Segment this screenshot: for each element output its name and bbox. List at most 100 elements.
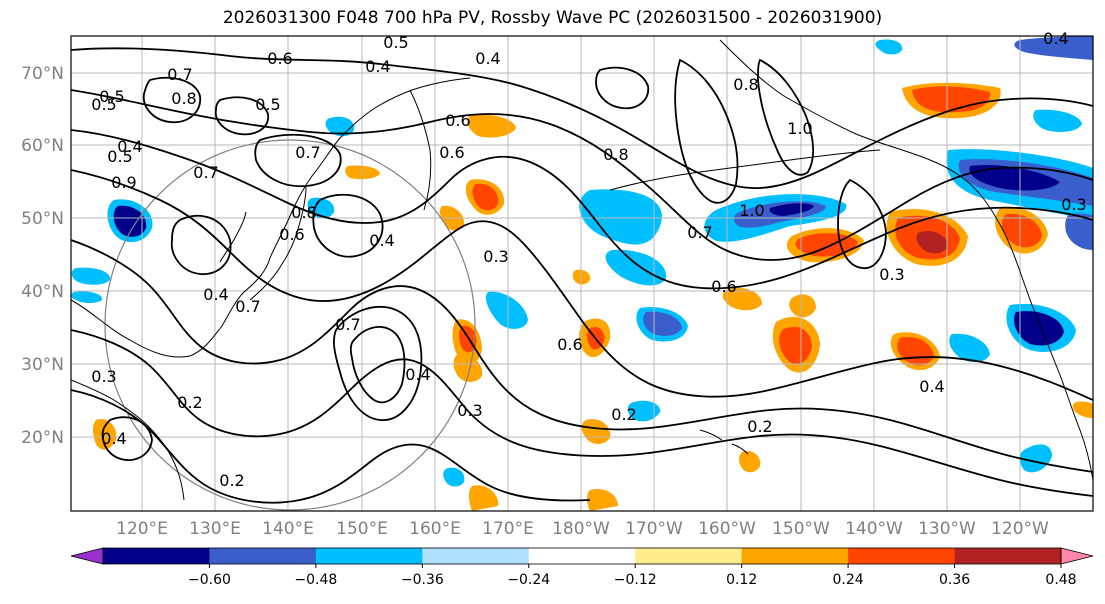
colorbar-tick-label: −0.36: [401, 572, 444, 588]
anomaly-positive: [739, 450, 761, 473]
longitude-label: 160°E: [409, 519, 461, 539]
longitude-label: 120°E: [116, 519, 168, 539]
contour-label: 0.6: [279, 225, 304, 244]
pv-contours: [71, 47, 1093, 504]
longitude-label: 140°E: [262, 519, 314, 539]
latitude-label: 60°N: [21, 136, 64, 156]
colorbar-band: [635, 548, 743, 564]
contour-label: 0.4: [203, 285, 228, 304]
colorbar-band: [315, 548, 423, 564]
contour-labels: 0.50.70.80.6 0.40.50.70.90.50.4 0.70.60.80…: [91, 29, 1086, 490]
anomaly-negative: [1013, 311, 1064, 346]
contour-label: 0.3: [1061, 195, 1086, 214]
pv-contour: [674, 58, 739, 204]
contour-label: 0.4: [475, 49, 500, 68]
longitude-label: 140°W: [845, 519, 903, 539]
anomaly-negative: [1065, 213, 1093, 250]
contour-label: 0.2: [611, 405, 636, 424]
phase-circle: [104, 139, 476, 511]
pv-contour: [757, 58, 814, 176]
colorbar-extend-high: [1060, 547, 1094, 565]
contour-label: 0.3: [91, 367, 116, 386]
contour-label: 0.8: [603, 145, 628, 164]
contour-label: 0.3: [483, 247, 508, 266]
contour-label: 0.4: [369, 231, 394, 250]
contour-label: 0.4: [919, 377, 944, 396]
anomaly-positive: [453, 353, 483, 382]
contour-label: 0.5: [383, 33, 408, 52]
pv-contour: [71, 389, 591, 504]
anomaly-negative: [627, 400, 661, 422]
contour-label: 0.4: [117, 137, 142, 156]
coastline-kamchatka: [409, 89, 432, 211]
anomaly-negative: [605, 249, 667, 286]
coastline-korea: [219, 211, 247, 263]
anomaly-positive: [587, 488, 618, 511]
anomaly-positive: [722, 287, 762, 311]
coastline-alaska: [719, 39, 981, 195]
longitude-label: 130°W: [918, 519, 976, 539]
contour-label: 0.4: [365, 57, 390, 76]
contour-label: 0.7: [193, 163, 218, 182]
anomaly-positive: [467, 114, 516, 138]
pv-contour: [71, 129, 1093, 290]
colorbar-tick-label: 0.12: [726, 572, 757, 588]
contour-label: 0.7: [167, 65, 192, 84]
contour-label: 0.6: [557, 335, 582, 354]
pv-contour: [333, 305, 423, 421]
colorbar-band: [741, 548, 849, 564]
contour-label: 0.2: [177, 393, 202, 412]
pv-contour: [101, 416, 153, 461]
contour-label: 0.6: [439, 143, 464, 162]
latitude-axis: 70°N 60°N 50°N 40°N 30°N 20°N: [21, 64, 64, 448]
longitude-axis: 120°E 130°E 140°E 150°E 160°E 170°E 180°W 170°W…: [116, 519, 1049, 539]
contour-label: 0.7: [687, 223, 712, 242]
longitude-label: 150°W: [772, 519, 830, 539]
coastline-hawaii: [699, 429, 749, 455]
anomaly-positive: [472, 183, 499, 211]
anomaly-positive: [916, 230, 948, 254]
anomaly-negative: [443, 467, 465, 487]
anomaly-negative: [485, 291, 528, 329]
coastline-aleutians: [609, 149, 881, 191]
anomaly-negative: [1019, 444, 1052, 473]
contour-label: 1.0: [787, 119, 812, 138]
coastlines: [71, 39, 1093, 501]
anomaly-positive: [469, 485, 499, 511]
contour-label: 0.3: [879, 265, 904, 284]
anomaly-negative: [1033, 109, 1082, 132]
colorbar-tick-label: 0.24: [833, 572, 864, 588]
colorbar-tick-label: −0.12: [614, 572, 657, 588]
latitude-label: 70°N: [21, 64, 64, 84]
anomaly-negative: [643, 311, 682, 336]
pv-contour: [312, 193, 384, 258]
anomaly-positive: [1001, 213, 1042, 248]
pv-contour: [837, 178, 887, 269]
pv-contour: [170, 214, 232, 275]
colorbar-tick-label: −0.48: [294, 572, 337, 588]
anomaly-positive: [459, 325, 477, 353]
anomaly-positive: [345, 165, 380, 180]
coastline-china-east: [71, 379, 185, 501]
colorbar-tick-label: −0.24: [507, 572, 550, 588]
anomaly-negative: [113, 205, 147, 237]
contour-label: 0.2: [747, 417, 772, 436]
contour-label: 0.7: [235, 297, 260, 316]
longitude-label: 150°E: [336, 519, 388, 539]
contour-label: 0.7: [295, 143, 320, 162]
anomaly-positive: [93, 419, 117, 450]
contour-label: 0.8: [291, 203, 316, 222]
colorbar: −0.60 −0.48 −0.36 −0.24 −0.12 0.12 0.24 0.36 0.4…: [70, 547, 1094, 588]
anomaly-negative: [769, 203, 814, 216]
pv-contour: [71, 329, 1093, 497]
pv-contour: [71, 89, 1093, 261]
contour-label: 0.5: [99, 87, 124, 106]
contour-label: 0.5: [91, 95, 116, 114]
anomaly-negative: [875, 39, 903, 55]
anomaly-negative: [71, 267, 111, 285]
contour-label: 1.0: [739, 201, 764, 220]
colorbar-band: [954, 548, 1062, 564]
latitude-label: 30°N: [21, 355, 64, 375]
latitude-label: 50°N: [21, 209, 64, 229]
